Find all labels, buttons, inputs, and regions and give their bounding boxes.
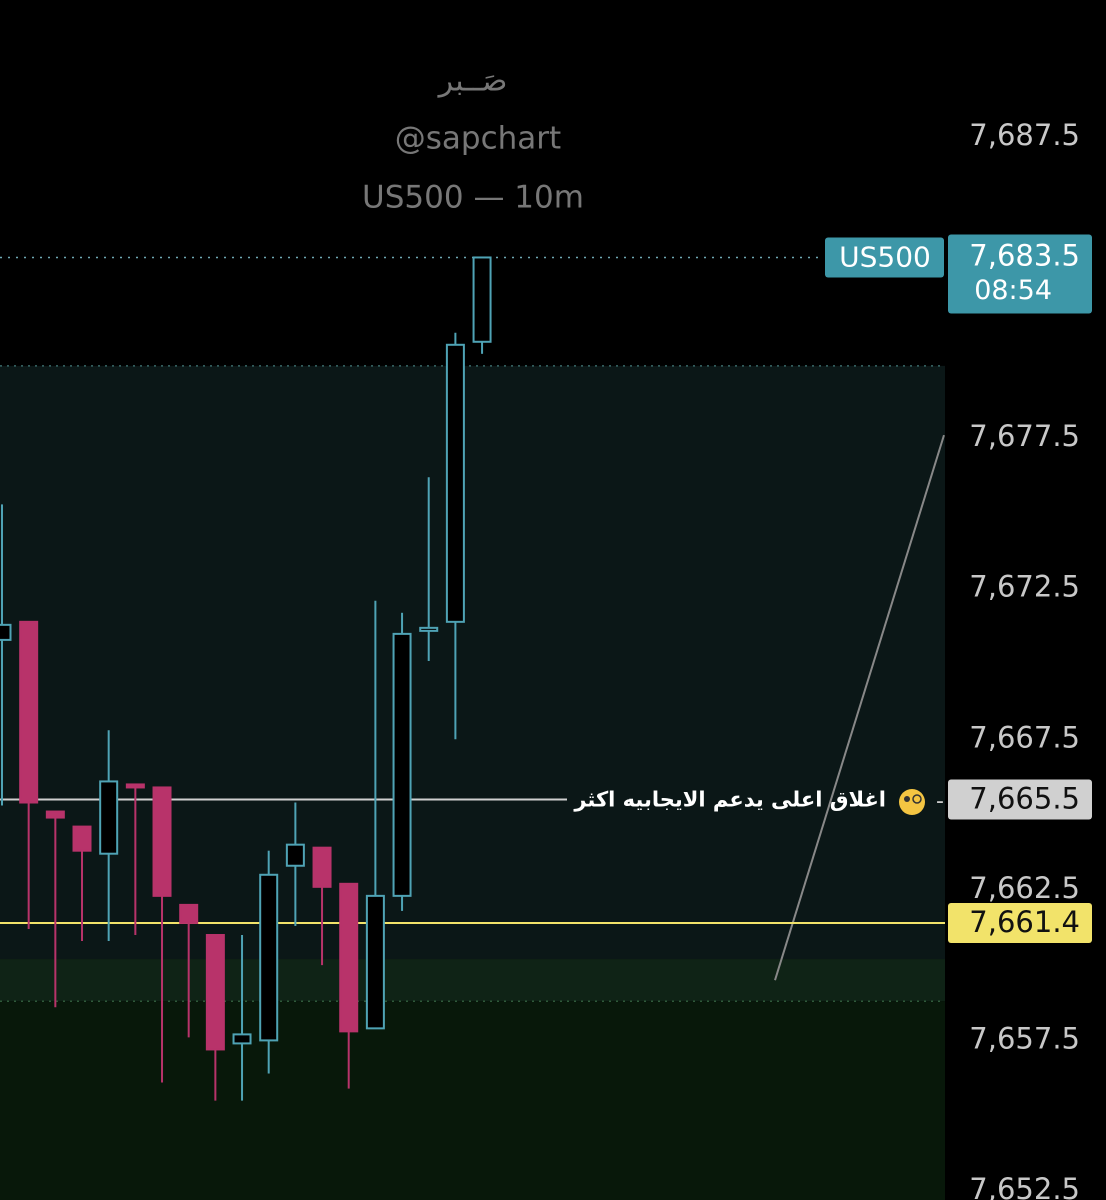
trendline [774, 434, 945, 981]
zones [0, 365, 945, 1200]
candle-body [179, 903, 199, 924]
candle-body [19, 620, 39, 804]
candle-body [392, 632, 412, 897]
chart-title: صَــبر [437, 64, 508, 99]
countdown-label: 08:54 [974, 275, 1052, 306]
emoji-eye [904, 796, 910, 802]
emoji-monocle [912, 794, 922, 804]
candle-body [285, 843, 305, 867]
candle-body [312, 846, 332, 888]
y-tick-label: 7,672.5 [969, 570, 1080, 604]
candle-body [419, 626, 439, 632]
price-label: 7,665.5 [969, 781, 1080, 815]
price-label-box [948, 779, 1092, 820]
zone [0, 959, 945, 1002]
candle-body [152, 786, 172, 897]
annotation-dash: - [936, 789, 944, 814]
y-tick-label: 7,677.5 [969, 419, 1080, 453]
candle-body [72, 825, 92, 852]
candle-body [445, 343, 465, 623]
y-tick-label: 7,667.5 [969, 720, 1080, 754]
price-label: 7,661.4 [969, 905, 1080, 939]
candle-body [365, 894, 385, 1030]
y-tick-label: 7,687.5 [969, 118, 1080, 152]
last-price-label: 7,683.5 [969, 238, 1080, 272]
candle-body [125, 783, 145, 789]
emoji-icon [899, 789, 925, 815]
symbol-label: US500 [839, 240, 931, 273]
interval-label: US500 — 10m [362, 180, 584, 216]
chart-subtitle: @sapchart [395, 121, 561, 157]
candle-body [472, 256, 492, 343]
candle-body [45, 810, 65, 819]
y-tick-label: 7,657.5 [969, 1021, 1080, 1055]
candle-body [205, 934, 225, 1051]
symbol-label-box [825, 237, 944, 278]
y-tick-label: 7,652.5 [969, 1172, 1080, 1200]
line-annotation: اغلاق اعلى يدعم الايجابيه اكثر [573, 787, 886, 811]
y-tick-label: 7,662.5 [969, 871, 1080, 905]
candle-body [99, 780, 119, 855]
candle-body [259, 873, 279, 1042]
candle-body [0, 623, 12, 641]
price-label-box [948, 902, 1092, 943]
zone [0, 1001, 945, 1200]
plot [0, 256, 945, 1101]
zone [0, 365, 945, 960]
candle-body [339, 882, 359, 1033]
last-price-box [948, 234, 1092, 314]
candle-body [232, 1033, 252, 1045]
